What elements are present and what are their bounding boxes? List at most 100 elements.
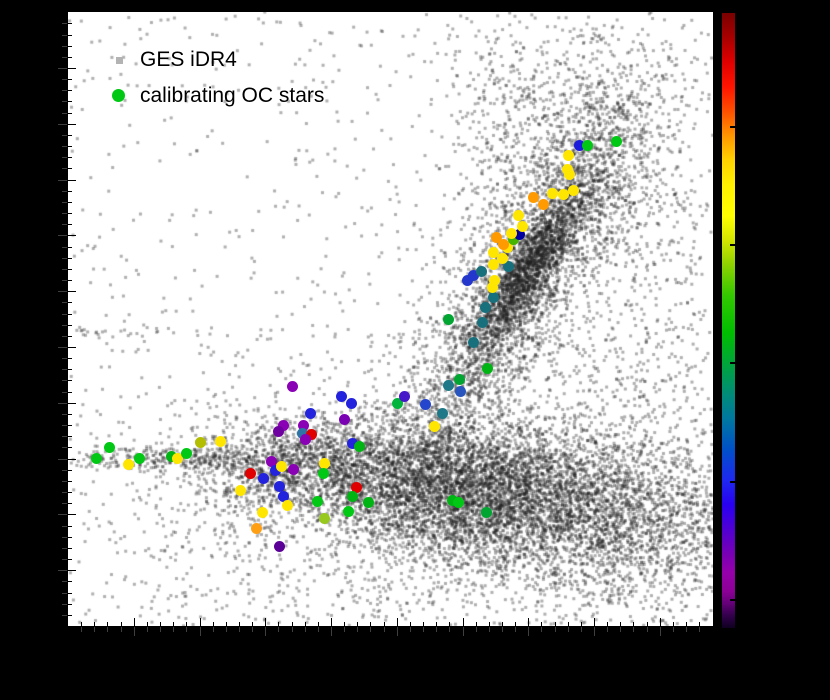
oc-star-point xyxy=(452,496,464,508)
y-axis-tick xyxy=(68,413,72,415)
y-axis-outer-tick xyxy=(62,581,67,583)
y-axis-outer-tick xyxy=(62,536,67,538)
x-axis-outer-tick xyxy=(225,627,227,632)
y-axis-outer-tick xyxy=(62,447,67,449)
y-axis-tick xyxy=(68,213,72,215)
x-axis-outer-tick xyxy=(396,627,398,636)
oc-star-point xyxy=(496,252,508,264)
y-axis-tick xyxy=(68,157,72,159)
y-axis-outer-tick xyxy=(62,547,67,549)
y-axis-tick xyxy=(68,570,76,572)
y-axis-outer-tick xyxy=(58,68,67,69)
x-axis-tick xyxy=(672,622,674,626)
x-axis-tick xyxy=(186,622,188,626)
y-axis-outer-tick xyxy=(62,56,67,58)
oc-star-point xyxy=(269,464,281,476)
x-axis-tick xyxy=(357,622,359,626)
y-axis-tick xyxy=(68,112,72,114)
x-axis-outer-tick xyxy=(475,627,477,632)
oc-star-point xyxy=(180,447,192,459)
y-axis-outer-tick xyxy=(62,469,67,471)
y-axis-outer-tick xyxy=(62,45,67,47)
oc-star-point xyxy=(516,220,528,232)
x-axis-tick xyxy=(594,618,595,626)
x-axis-outer-tick xyxy=(409,627,411,632)
oc-star-point xyxy=(481,362,493,374)
y-axis-tick xyxy=(68,469,72,471)
y-axis-outer-tick xyxy=(58,235,67,237)
oc-star-point xyxy=(480,506,492,518)
x-axis-tick xyxy=(541,622,543,626)
y-axis-outer-tick xyxy=(58,123,67,125)
y-axis-tick xyxy=(68,123,76,125)
y-axis-outer-tick xyxy=(58,347,67,348)
y-axis-tick xyxy=(68,179,76,181)
x-axis-outer-tick xyxy=(501,627,503,632)
y-axis-tick xyxy=(68,492,72,494)
y-axis-tick xyxy=(68,246,72,248)
x-axis-outer-tick xyxy=(331,627,332,636)
oc-star-point xyxy=(335,390,347,402)
y-axis-outer-tick xyxy=(62,559,67,561)
oc-star-point xyxy=(512,209,524,221)
x-axis-outer-tick xyxy=(607,627,609,632)
oc-star-point xyxy=(296,427,308,439)
oc-star-point xyxy=(479,301,491,313)
oc-star-point xyxy=(345,397,357,409)
oc-star-point xyxy=(346,437,358,449)
x-axis-tick xyxy=(501,622,503,626)
y-axis-outer-tick xyxy=(62,335,67,337)
oc-star-point xyxy=(561,163,573,175)
oc-star-point xyxy=(317,467,329,479)
x-axis-tick xyxy=(699,622,701,626)
x-axis-outer-tick xyxy=(173,627,175,632)
y-axis-tick xyxy=(68,614,72,616)
y-axis-outer-tick xyxy=(62,201,67,203)
x-axis-outer-tick xyxy=(304,627,306,632)
oc-star-point xyxy=(490,231,502,243)
x-axis-outer-tick xyxy=(212,627,214,632)
x-axis-tick xyxy=(238,622,240,626)
y-axis-outer-tick xyxy=(62,614,67,616)
y-axis-outer-tick xyxy=(62,503,67,505)
x-axis-outer-tick xyxy=(265,627,267,636)
x-axis-outer-tick xyxy=(146,627,148,632)
oc-star-point xyxy=(353,440,365,452)
y-axis-tick xyxy=(68,280,72,282)
y-axis-outer-tick xyxy=(62,146,67,148)
x-axis-outer-tick xyxy=(107,627,109,632)
y-axis-outer-tick xyxy=(62,391,67,393)
y-axis-outer-tick xyxy=(62,134,67,136)
y-axis-outer-tick xyxy=(58,570,67,572)
x-axis-outer-tick xyxy=(686,627,688,632)
x-axis-tick xyxy=(278,622,280,626)
oc-star-point xyxy=(305,428,317,440)
x-axis-outer-tick xyxy=(672,627,674,632)
x-axis-tick xyxy=(291,622,293,626)
y-axis-tick xyxy=(68,291,76,293)
oc-star-point xyxy=(122,458,134,470)
y-axis-outer-tick xyxy=(62,525,67,527)
y-axis-outer-tick xyxy=(62,324,67,326)
y-axis-tick xyxy=(68,525,72,527)
oc-star-point xyxy=(244,467,256,479)
oc-star-point xyxy=(513,228,525,240)
y-axis-tick xyxy=(68,358,72,360)
y-axis-outer-tick xyxy=(58,458,67,460)
y-axis-tick xyxy=(68,313,72,315)
y-axis-tick xyxy=(68,402,76,404)
plot-panel xyxy=(68,12,713,626)
x-axis-tick xyxy=(344,622,346,626)
y-axis-tick xyxy=(68,23,72,25)
oc-star-point xyxy=(346,490,358,502)
oc-star-point xyxy=(436,407,448,419)
y-axis-outer-tick xyxy=(58,514,67,516)
y-axis-tick xyxy=(68,347,76,348)
y-axis-outer-tick xyxy=(62,79,67,81)
oc-star-point xyxy=(250,522,262,534)
colorbar-tick xyxy=(730,126,735,129)
oc-star-point xyxy=(476,316,488,328)
oc-star-point xyxy=(171,452,183,464)
x-axis-tick xyxy=(133,618,135,626)
